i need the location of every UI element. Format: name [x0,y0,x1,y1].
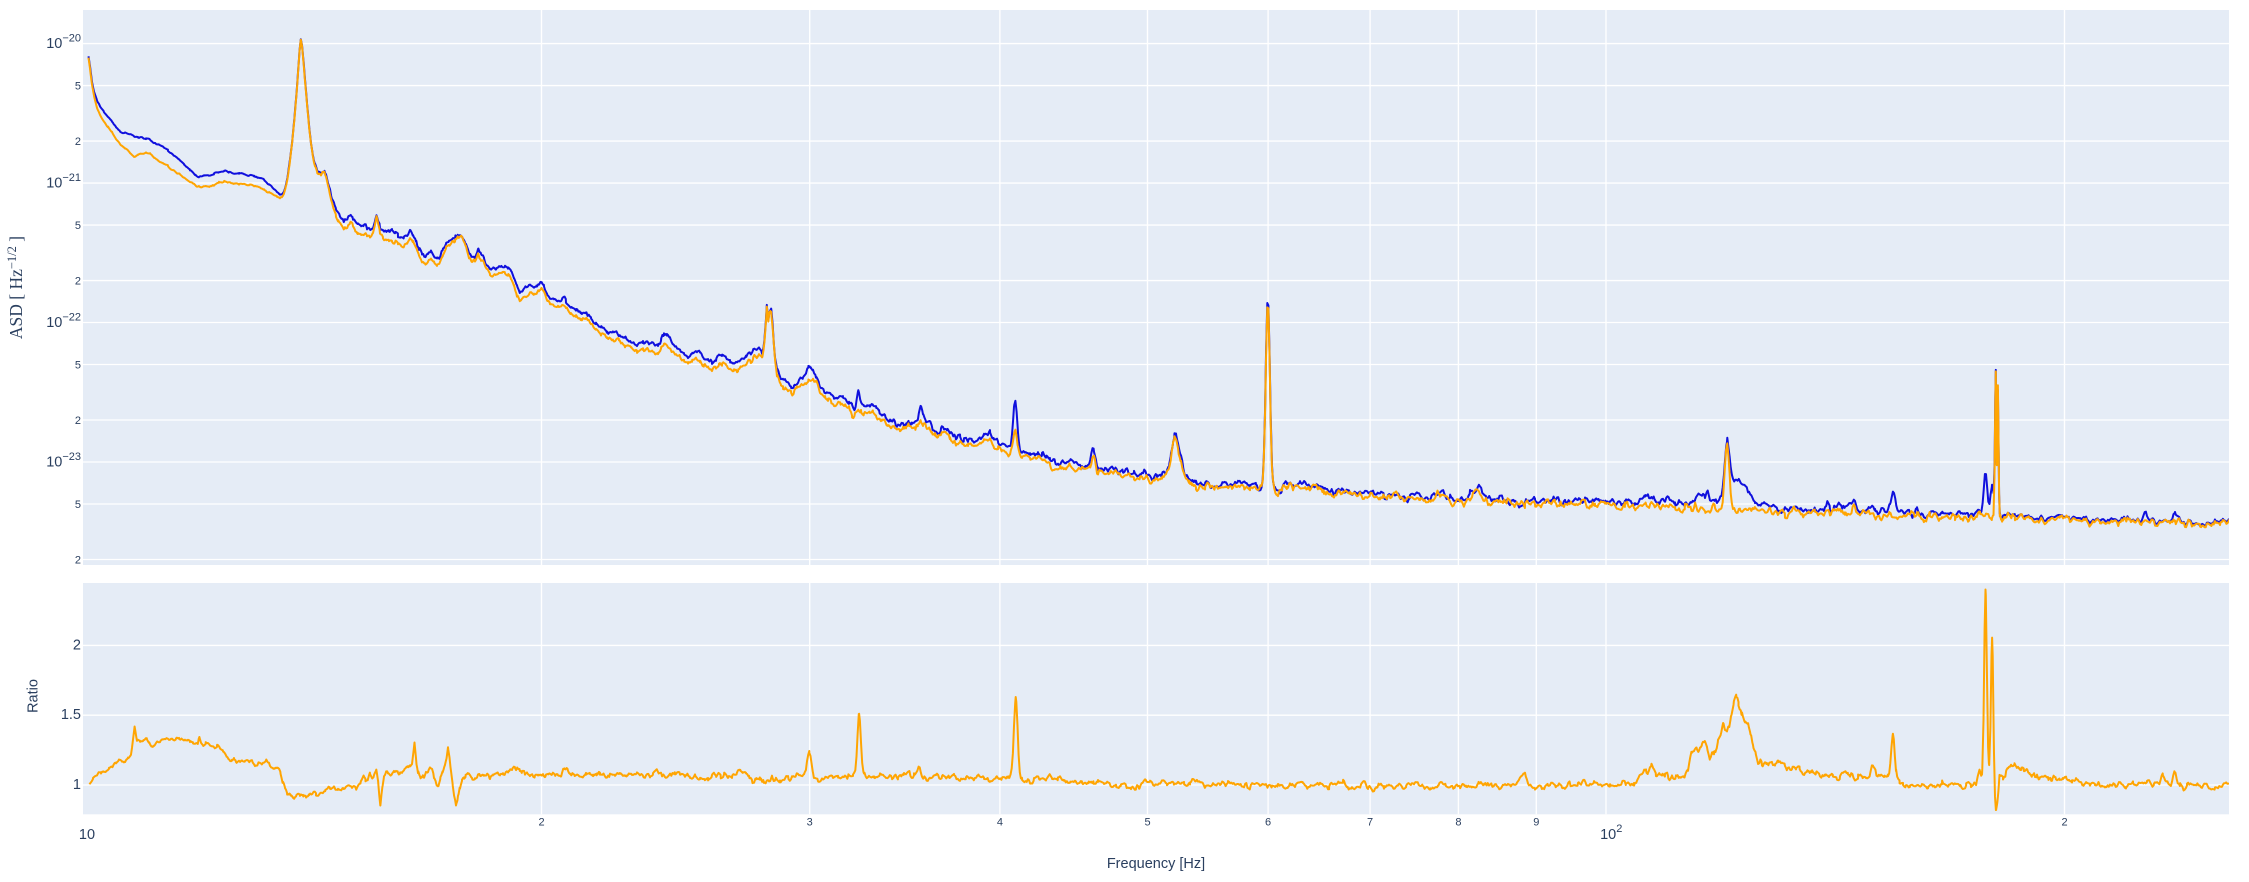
svg-text:2: 2 [538,817,544,829]
svg-text:2: 2 [73,637,81,653]
svg-text:Ratio: Ratio [26,679,42,713]
svg-text:2: 2 [75,415,81,427]
svg-text:8: 8 [1455,817,1461,829]
svg-text:2: 2 [2061,817,2067,829]
svg-text:1: 1 [73,777,81,793]
svg-text:2: 2 [75,136,81,148]
svg-text:7: 7 [1367,817,1373,829]
svg-text:2: 2 [75,275,81,287]
svg-text:1.5: 1.5 [61,707,81,723]
svg-text:9: 9 [1533,817,1539,829]
svg-text:4: 4 [997,817,1003,829]
svg-text:5: 5 [75,80,81,92]
svg-text:6: 6 [1265,817,1271,829]
svg-text:5: 5 [75,220,81,232]
svg-text:5: 5 [75,359,81,371]
svg-text:10: 10 [79,827,95,843]
svg-text:5: 5 [75,499,81,511]
svg-text:2: 2 [75,554,81,566]
svg-text:Frequency [Hz]: Frequency [Hz] [1107,856,1205,872]
svg-text:5: 5 [1144,817,1150,829]
svg-text:3: 3 [807,817,813,829]
